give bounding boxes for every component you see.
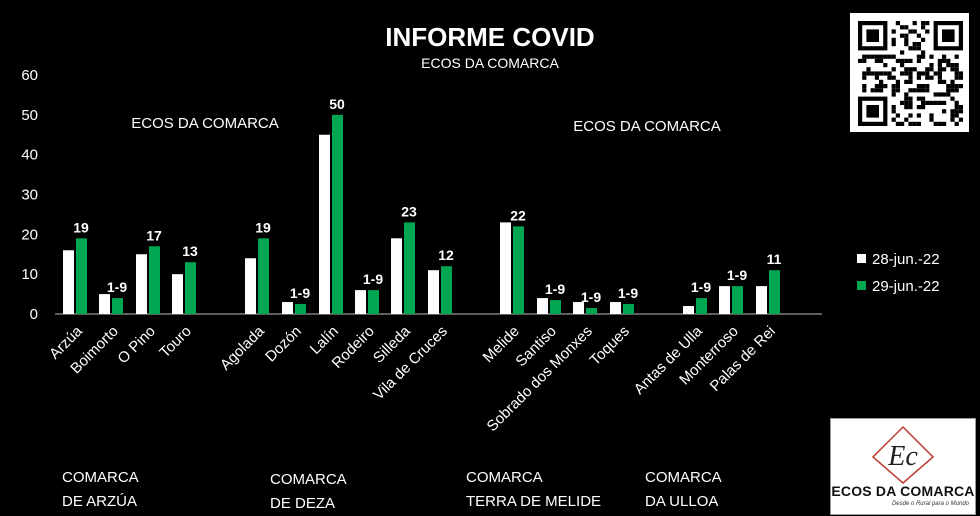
bar-28-jun (245, 258, 256, 314)
bar-28-jun (756, 286, 767, 314)
bar-29-jun (696, 298, 707, 314)
bar-29-jun (732, 286, 743, 314)
data-label: 1-9 (545, 281, 565, 297)
logo-text: ECOS DA COMARCA (831, 483, 975, 499)
bar-29-jun (368, 290, 379, 314)
bar-28-jun (282, 302, 293, 314)
data-label: 22 (510, 207, 526, 223)
y-tick-label: 50 (21, 107, 38, 124)
bar-29-jun (112, 298, 123, 314)
bar-29-jun (185, 262, 196, 314)
data-label: 19 (255, 219, 271, 235)
data-label: 1-9 (107, 279, 127, 295)
category-label: Toques (587, 323, 633, 369)
data-label: 11 (767, 251, 782, 267)
y-tick-label: 30 (21, 187, 38, 204)
category-label: O Pino (114, 323, 158, 367)
annotation-left: ECOS DA COMARCA (131, 115, 279, 132)
bar-29-jun (149, 246, 160, 314)
group-label-arzua: COMARCA DE ARZÚA (62, 469, 139, 510)
chart-title: INFORME COVID (385, 22, 594, 52)
bar-29-jun (586, 308, 597, 314)
bar-29-jun (295, 304, 306, 314)
bar-28-jun (172, 274, 183, 314)
legend-swatch (857, 281, 866, 290)
bar-29-jun (258, 238, 269, 314)
y-tick-label: 40 (21, 147, 38, 164)
group-label-deza: COMARCA DE DEZA (270, 471, 347, 512)
bar-28-jun (391, 238, 402, 314)
data-label: 17 (146, 227, 162, 243)
legend-swatch (857, 254, 866, 263)
data-label: 1-9 (363, 271, 383, 287)
data-label: 1-9 (691, 279, 711, 295)
data-label: 13 (182, 243, 198, 259)
bar-29-jun (332, 114, 343, 314)
data-label: 50 (329, 96, 345, 112)
logo-tagline: Desde o Rural para o Mundo (891, 501, 969, 507)
bar-28-jun (537, 298, 548, 314)
bar-28-jun (428, 270, 439, 314)
legend-label: 28-jun.-22 (872, 251, 940, 268)
chart-subtitle: ECOS DA COMARCA (421, 55, 559, 71)
y-tick-label: 20 (21, 226, 38, 243)
category-label: Dozón (262, 323, 305, 366)
bar-28-jun (610, 302, 621, 314)
bar-28-jun (319, 134, 330, 314)
svg-text:Ec: Ec (887, 441, 918, 472)
bar-28-jun (355, 290, 366, 314)
bar-29-jun (550, 300, 561, 314)
y-tick-label: 10 (21, 266, 38, 283)
bar-29-jun (769, 270, 780, 314)
y-tick-label: 60 (21, 67, 38, 84)
bar-28-jun (719, 286, 730, 314)
ecos-da-comarca-logo: Ec ECOS DA COMARCA Desde o Rural para o … (830, 418, 976, 515)
bar-28-jun (683, 306, 694, 314)
legend-label: 29-jun.-22 (872, 278, 940, 295)
data-label: 1-9 (290, 285, 310, 301)
y-tick-label: 0 (30, 306, 38, 323)
bar-28-jun (63, 250, 74, 314)
group-label-ulloa: COMARCA DA ULLOA (645, 469, 722, 510)
category-label: Agolada (217, 322, 268, 373)
group-label-melide: COMARCA TERRA DE MELIDE (466, 469, 602, 510)
data-label: 1-9 (727, 267, 747, 283)
category-label: Touro (156, 323, 195, 362)
data-label: 1-9 (581, 289, 601, 305)
bar-28-jun (500, 222, 511, 314)
logo-mark-icon: Ec (871, 425, 935, 484)
data-label: 19 (73, 219, 89, 235)
bar-29-jun (441, 266, 452, 314)
bar-28-jun (136, 254, 147, 314)
data-label: 1-9 (618, 285, 638, 301)
bar-29-jun (404, 222, 415, 314)
data-label: 23 (401, 203, 417, 219)
bar-29-jun (76, 238, 87, 314)
bar-28-jun (573, 302, 584, 314)
data-label: 12 (438, 247, 454, 263)
bar-28-jun (99, 294, 110, 314)
bar-29-jun (513, 226, 524, 314)
bar-29-jun (623, 304, 634, 314)
qr-code (850, 13, 969, 132)
annotation-right: ECOS DA COMARCA (573, 118, 721, 135)
